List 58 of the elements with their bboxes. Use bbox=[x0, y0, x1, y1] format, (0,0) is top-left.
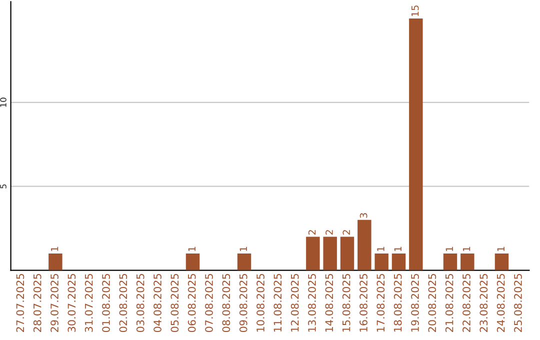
bar bbox=[443, 254, 458, 270]
data-label: 2 bbox=[342, 230, 350, 235]
x-tick-label: 12.08.2025 bbox=[290, 274, 299, 332]
x-tick-label: 31.07.2025 bbox=[84, 274, 93, 332]
x-tick-label: 02.08.2025 bbox=[119, 274, 128, 332]
x-tick-label: 04.08.2025 bbox=[154, 274, 162, 332]
x-tick-label: 25.08.2025 bbox=[514, 274, 522, 332]
x-tick-label: 18.08.2025 bbox=[394, 274, 402, 332]
data-label: 2 bbox=[308, 230, 316, 235]
bar bbox=[237, 254, 252, 270]
data-label: 1 bbox=[463, 246, 470, 252]
data-label: 1 bbox=[446, 246, 453, 252]
bar bbox=[374, 254, 388, 270]
data-label: 1 bbox=[497, 246, 504, 252]
bar bbox=[340, 236, 354, 270]
x-tick-label: 09.08.2025 bbox=[239, 274, 248, 332]
y-tick-label: 10 bbox=[0, 98, 6, 107]
bar bbox=[306, 236, 320, 270]
data-label: 15 bbox=[412, 6, 419, 16]
data-label: 1 bbox=[188, 246, 196, 252]
bar bbox=[392, 254, 406, 270]
x-tick-label: 30.07.2025 bbox=[68, 274, 76, 332]
x-tick-label: 28.07.2025 bbox=[33, 274, 42, 332]
bar bbox=[460, 254, 474, 270]
x-tick-label: 21.08.2025 bbox=[445, 274, 454, 332]
x-tick-label: 24.08.2025 bbox=[496, 274, 505, 332]
data-label: 1 bbox=[377, 246, 384, 252]
x-tick-label: 08.08.2025 bbox=[222, 274, 230, 332]
bar bbox=[494, 254, 509, 270]
x-tick-label: 06.08.2025 bbox=[188, 274, 196, 332]
x-tick-label: 01.08.2025 bbox=[102, 274, 110, 332]
x-tick-label: 29.07.2025 bbox=[50, 274, 58, 332]
bar bbox=[409, 18, 423, 270]
x-tick-label: 20.08.2025 bbox=[428, 274, 436, 332]
x-tick-label: 16.08.2025 bbox=[360, 274, 368, 332]
bar bbox=[323, 236, 337, 270]
x-tick-label: 17.08.2025 bbox=[376, 274, 385, 332]
x-tick-label: 11.08.2025 bbox=[274, 274, 282, 332]
bar bbox=[48, 254, 62, 270]
x-tick-label: 15.08.2025 bbox=[342, 274, 350, 332]
bar bbox=[358, 220, 372, 270]
x-tick-label: 03.08.2025 bbox=[136, 274, 144, 332]
x-tick-label: 27.07.2025 bbox=[16, 274, 24, 332]
data-label: 3 bbox=[360, 213, 368, 218]
x-tick-label: 07.08.2025 bbox=[205, 274, 213, 332]
x-tick-label: 22.08.2025 bbox=[462, 274, 470, 332]
data-label: 1 bbox=[240, 246, 247, 252]
x-tick-label: 05.08.2025 bbox=[170, 274, 179, 332]
x-tick-label: 14.08.2025 bbox=[325, 274, 334, 332]
data-label: 1 bbox=[51, 246, 58, 252]
data-label: 2 bbox=[326, 230, 333, 235]
x-tick-label: 23.08.2025 bbox=[480, 274, 488, 332]
data-label: 1 bbox=[394, 246, 402, 252]
y-tick-label: 5 bbox=[0, 184, 6, 188]
x-tick-label: 19.08.2025 bbox=[411, 274, 419, 332]
x-tick-label: 10.08.2025 bbox=[256, 274, 264, 332]
x-tick-label: 13.08.2025 bbox=[308, 274, 316, 332]
bar bbox=[186, 254, 200, 270]
